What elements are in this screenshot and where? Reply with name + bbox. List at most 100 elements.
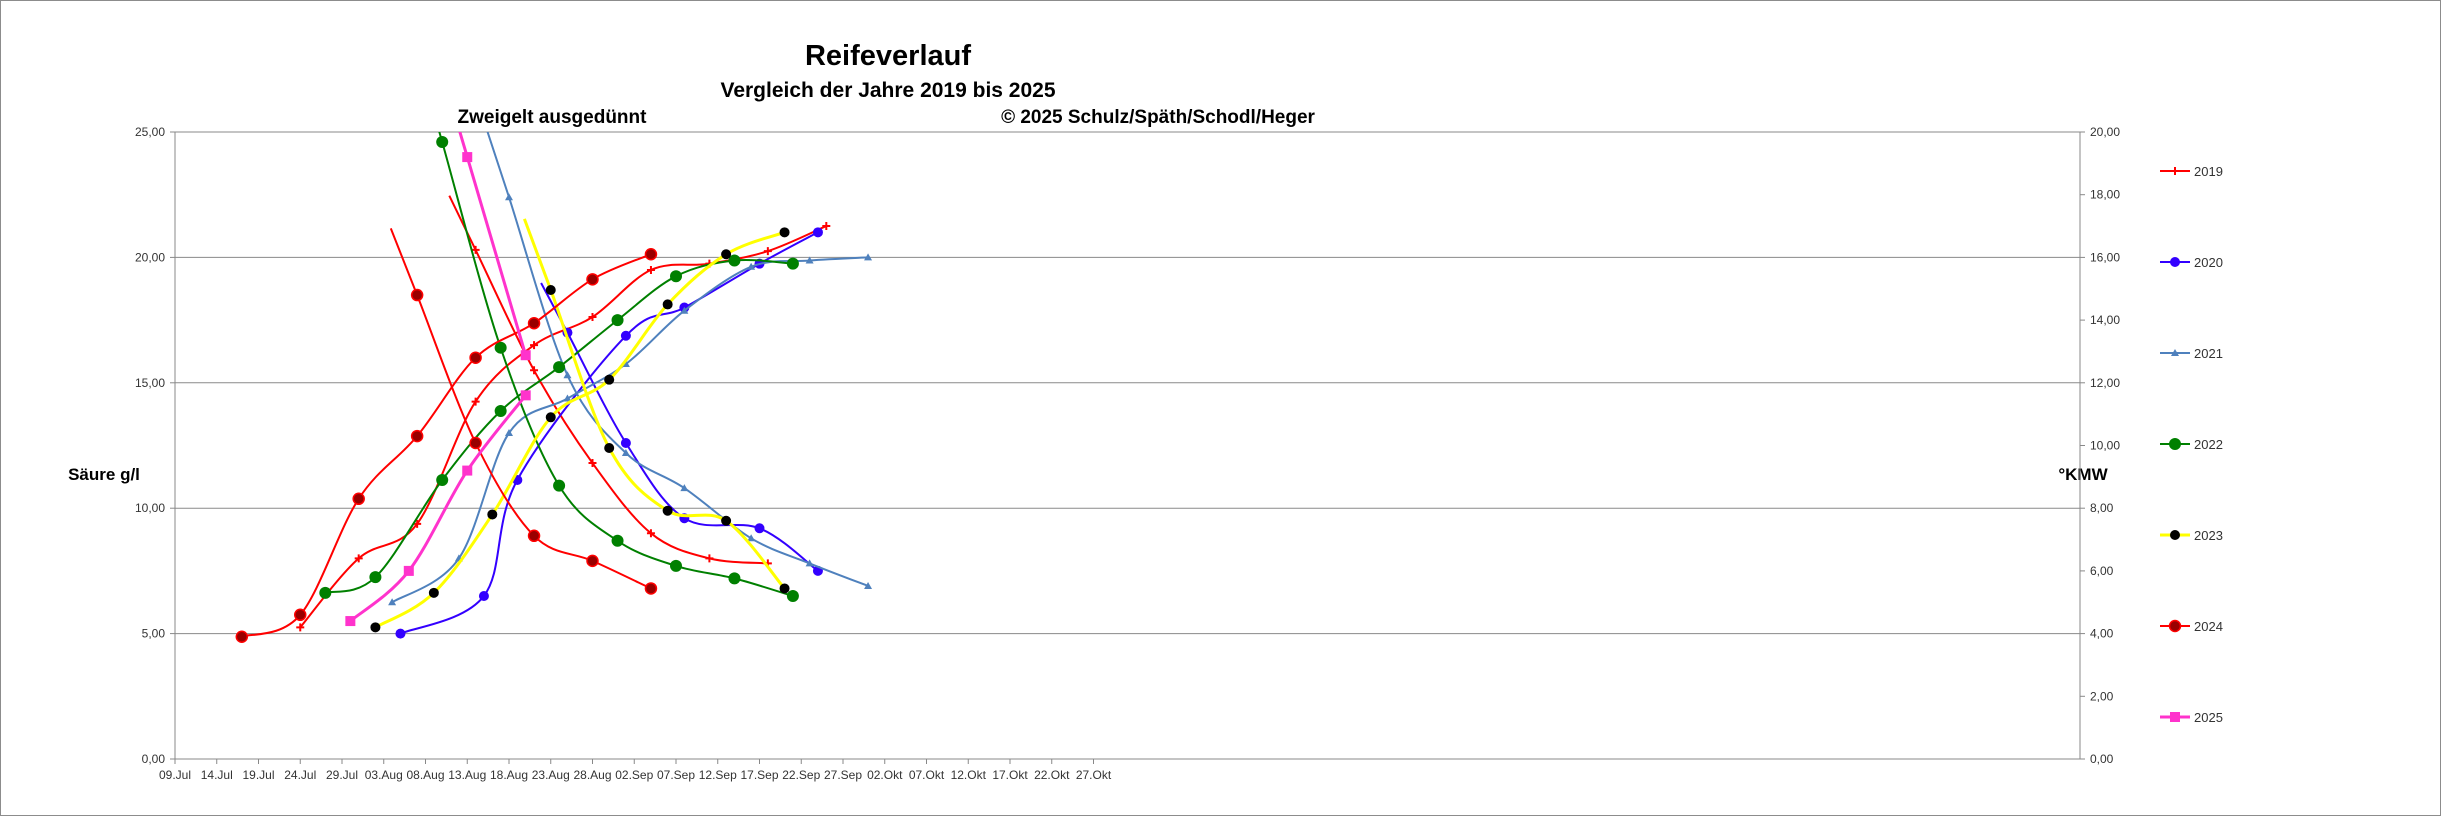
x-tick-label: 03.Aug bbox=[365, 768, 403, 782]
line-acid-2021 bbox=[486, 132, 869, 587]
y-right-tick-label: 4,00 bbox=[2090, 627, 2114, 641]
point-kmw-2024 bbox=[294, 608, 307, 622]
line-kmw-2020 bbox=[399, 231, 819, 635]
point-kmw-2022 bbox=[611, 314, 624, 327]
point-kmw-2021 bbox=[621, 359, 630, 367]
y-axis-left-label: Säure g/l bbox=[68, 465, 140, 484]
point-acid-2024 bbox=[644, 582, 658, 595]
x-tick-label: 22.Okt bbox=[1034, 768, 1070, 782]
point-kmw-2025 bbox=[462, 465, 473, 476]
point-kmw-2023 bbox=[428, 587, 439, 598]
x-tick-label: 22.Sep bbox=[782, 768, 820, 782]
legend: 2019 2020 2021 2022 2023 2024 2025 bbox=[2160, 164, 2223, 725]
point-kmw-2020 bbox=[812, 227, 823, 238]
point-acid-2024 bbox=[586, 554, 599, 568]
point-kmw-2020 bbox=[478, 590, 489, 601]
y-right-tick-label: 8,00 bbox=[2090, 501, 2114, 515]
legend-swatch-marker bbox=[2170, 712, 2180, 722]
legend-swatch-marker bbox=[2170, 530, 2180, 540]
legend-swatch-marker bbox=[2169, 438, 2181, 450]
legend-label: 2019 bbox=[2194, 164, 2223, 179]
point-kmw-2024 bbox=[410, 429, 424, 443]
point-acid-2022 bbox=[494, 341, 507, 354]
line-acid-2020 bbox=[540, 282, 819, 572]
point-kmw-2023 bbox=[545, 412, 556, 423]
point-kmw-2021 bbox=[747, 262, 756, 270]
series-2024 bbox=[235, 228, 658, 643]
line-kmw-2019 bbox=[299, 225, 827, 628]
x-tick-label: 07.Okt bbox=[909, 768, 945, 782]
x-tick-label: 28.Aug bbox=[573, 768, 611, 782]
point-kmw-2023 bbox=[662, 299, 673, 310]
point-acid-2023 bbox=[779, 583, 790, 594]
x-tick-label: 08.Aug bbox=[406, 768, 444, 782]
point-acid-2021 bbox=[864, 581, 873, 589]
point-acid-2021 bbox=[747, 534, 756, 542]
legend-item-2025: 2025 bbox=[2160, 710, 2223, 725]
legend-item-2022: 2022 bbox=[2160, 437, 2223, 452]
point-acid-2023 bbox=[604, 443, 615, 454]
point-acid-2022 bbox=[670, 559, 682, 572]
point-kmw-2019 bbox=[646, 265, 655, 274]
point-kmw-2023 bbox=[721, 249, 732, 260]
series-2023 bbox=[370, 218, 790, 633]
point-acid-2023 bbox=[721, 515, 732, 526]
point-kmw-2023 bbox=[604, 374, 615, 385]
y-right-tick-label: 18,00 bbox=[2090, 188, 2120, 202]
point-kmw-2021 bbox=[563, 394, 572, 402]
x-tick-label: 17.Sep bbox=[740, 768, 778, 782]
x-tick-label: 23.Aug bbox=[532, 768, 570, 782]
y-right-tick-label: 20,00 bbox=[2090, 125, 2120, 139]
point-kmw-2024 bbox=[586, 273, 599, 286]
point-kmw-2022 bbox=[494, 405, 507, 418]
legend-label: 2025 bbox=[2194, 710, 2223, 725]
point-acid-2019 bbox=[588, 459, 597, 468]
point-kmw-2019 bbox=[530, 341, 539, 350]
x-tick-label: 14.Jul bbox=[201, 768, 233, 782]
legend-label: 2021 bbox=[2194, 346, 2223, 361]
y-right-tick-label: 6,00 bbox=[2090, 564, 2114, 578]
point-kmw-2019 bbox=[471, 397, 480, 406]
point-kmw-2021 bbox=[864, 253, 873, 261]
point-acid-2021 bbox=[805, 559, 814, 567]
point-acid-2025 bbox=[462, 152, 473, 163]
y-right-tick-label: 14,00 bbox=[2090, 313, 2120, 327]
point-kmw-2024 bbox=[469, 351, 482, 364]
point-acid-2022 bbox=[786, 589, 799, 602]
point-kmw-2022 bbox=[436, 473, 449, 486]
y-left-tick-label: 5,00 bbox=[142, 627, 166, 641]
y-left-tick-label: 25,00 bbox=[135, 125, 165, 139]
legend-label: 2022 bbox=[2194, 437, 2223, 452]
line-acid-2022 bbox=[438, 132, 794, 597]
legend-item-2023: 2023 bbox=[2160, 528, 2223, 543]
point-kmw-2023 bbox=[779, 227, 790, 238]
point-kmw-2024 bbox=[235, 630, 249, 643]
point-acid-2020 bbox=[620, 437, 631, 448]
point-kmw-2022 bbox=[369, 571, 382, 584]
line-kmw-2025 bbox=[349, 394, 527, 623]
y-axis-right-label: °KMW bbox=[2058, 465, 2108, 484]
y-left-tick-label: 20,00 bbox=[135, 250, 165, 264]
point-acid-2019 bbox=[705, 554, 714, 563]
legend-swatch-marker bbox=[2170, 257, 2180, 267]
y-right-tick-label: 2,00 bbox=[2090, 689, 2114, 703]
axes: 0,00 5,00 10,00 15,00 20,00 25,00 0,00 2,00 4,00… bbox=[135, 125, 2120, 782]
x-tick-label: 27.Okt bbox=[1076, 768, 1112, 782]
line-acid-2025 bbox=[458, 132, 528, 356]
series-layer bbox=[235, 132, 873, 643]
series-2025 bbox=[345, 132, 531, 627]
point-kmw-2022 bbox=[319, 586, 332, 599]
legend-swatch-marker bbox=[2171, 349, 2179, 356]
point-acid-2021 bbox=[621, 449, 630, 457]
x-tick-label: 07.Sep bbox=[657, 768, 695, 782]
y-right-tick-label: 16,00 bbox=[2090, 250, 2120, 264]
point-kmw-2021 bbox=[680, 306, 689, 314]
point-kmw-2019 bbox=[763, 247, 772, 256]
x-tick-label: 27.Sep bbox=[824, 768, 862, 782]
line-kmw-2022 bbox=[325, 259, 793, 594]
point-kmw-2025 bbox=[403, 565, 414, 576]
x-tick-label: 29.Jul bbox=[326, 768, 358, 782]
gridlines bbox=[175, 256, 2080, 635]
point-acid-2023 bbox=[545, 285, 556, 296]
